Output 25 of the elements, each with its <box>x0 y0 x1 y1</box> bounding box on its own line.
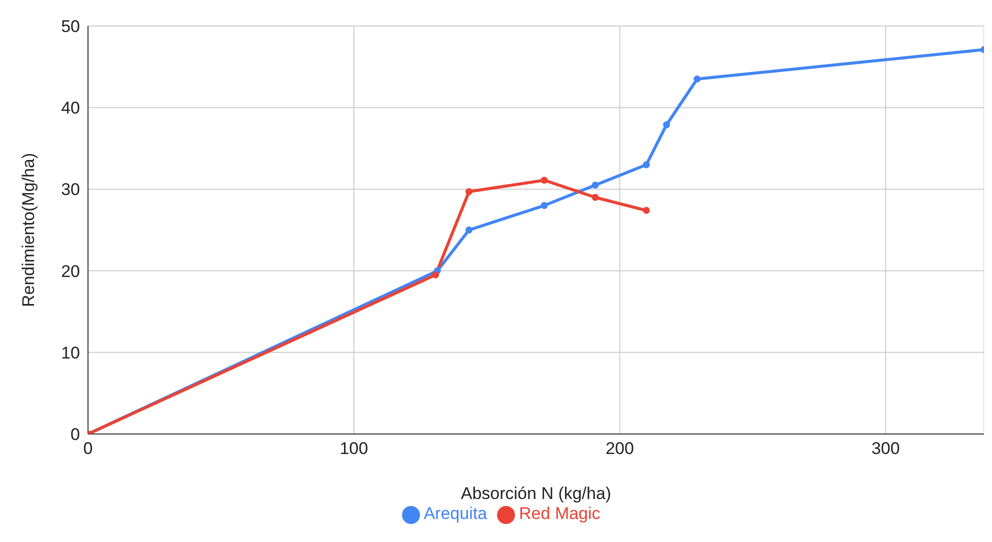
point <box>642 161 650 168</box>
point <box>540 202 548 210</box>
point <box>466 188 472 196</box>
point <box>663 121 670 128</box>
y-tick-label: 10 <box>61 343 80 362</box>
y-tick-label: 30 <box>61 180 80 200</box>
y-axis-title: Rendimiento(Mg/ha) <box>19 152 38 308</box>
x-tick-label: 200 <box>606 439 634 458</box>
y-tick-label: 0 <box>70 425 80 444</box>
y-tick-label: 20 <box>61 262 80 281</box>
x-axis-title: Absorción N (kg/ha) <box>460 484 612 503</box>
point <box>592 194 599 201</box>
x-tick-label: 0 <box>83 439 93 458</box>
point <box>694 76 701 83</box>
x-tick-label: 300 <box>871 439 900 458</box>
y-tick-label: 40 <box>61 98 80 118</box>
point <box>466 226 472 234</box>
y-tick-label: 50 <box>61 17 80 36</box>
x-tick-label: 100 <box>340 439 368 458</box>
point <box>540 176 548 184</box>
point <box>642 206 650 214</box>
point <box>592 182 599 189</box>
legend-label: Arequita <box>424 504 488 523</box>
legend-label: Red Magic <box>519 504 600 523</box>
point <box>432 271 439 278</box>
